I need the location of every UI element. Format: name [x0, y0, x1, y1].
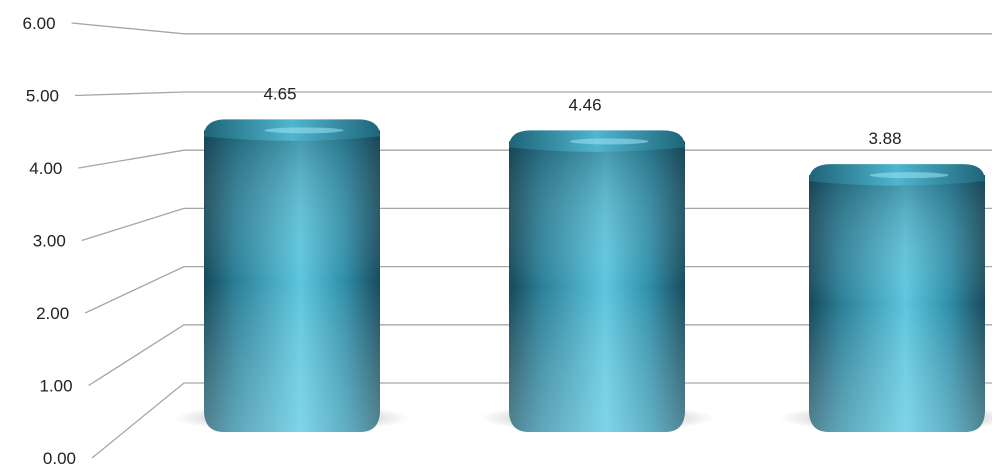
bar-shading — [809, 175, 985, 432]
data-label: 4.46 — [568, 95, 601, 114]
gridlines — [71, 22, 992, 459]
bar-highlight — [569, 138, 649, 145]
y-tick-label: 1.00 — [40, 377, 73, 396]
gridline — [84, 265, 992, 314]
bar-shading — [509, 141, 685, 433]
gridline — [71, 22, 992, 35]
y-tick-label: 5.00 — [26, 87, 59, 106]
y-axis-tick-labels: 0.00 1.00 2.00 3.00 4.00 5.00 6.00 — [23, 14, 76, 468]
bar-highlight — [869, 172, 949, 179]
gridline — [81, 207, 992, 242]
bar — [779, 164, 992, 432]
gridline — [91, 382, 992, 459]
bar — [174, 119, 410, 432]
y-tick-label: 3.00 — [33, 232, 66, 251]
y-tick-label: 2.00 — [36, 304, 69, 323]
gridline — [78, 149, 992, 169]
bar-highlight — [264, 127, 344, 134]
bar-shading — [204, 130, 380, 432]
y-tick-label: 0.00 — [43, 449, 76, 464]
gridline — [74, 91, 992, 97]
data-labels: 4.65 4.46 3.88 — [263, 84, 901, 148]
bars — [174, 119, 992, 433]
data-label: 4.65 — [263, 84, 296, 103]
bar — [479, 130, 715, 433]
data-label: 3.88 — [868, 129, 901, 148]
gridline — [88, 324, 992, 387]
y-tick-label: 6.00 — [23, 14, 56, 33]
y-tick-label: 4.00 — [29, 159, 62, 178]
